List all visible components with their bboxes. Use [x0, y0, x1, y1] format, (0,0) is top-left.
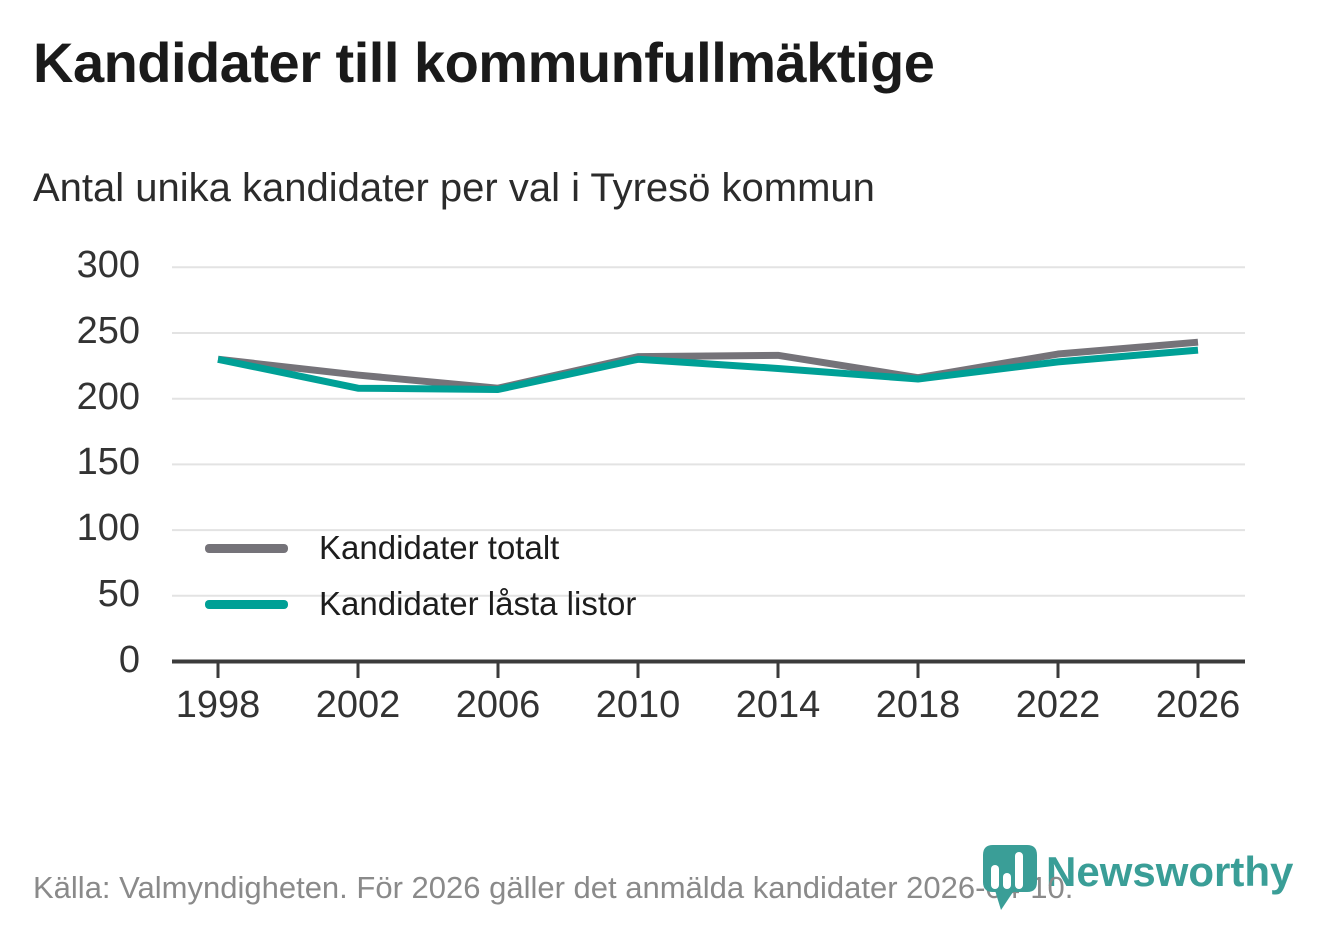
legend-label-lasta-listor: Kandidater låsta listor — [319, 585, 637, 622]
x-axis-label-2006: 2006 — [455, 684, 541, 726]
x-axis-label-2018: 2018 — [875, 684, 961, 726]
legend-swatch-lasta-listor — [205, 599, 288, 609]
x-axis-label-2014: 2014 — [735, 684, 821, 726]
y-axis-label-250: 250 — [76, 309, 140, 352]
source-note: Källa: Valmyndigheten. För 2026 gäller d… — [33, 870, 1074, 905]
legend-item-totalt: Kandidater totalt — [205, 520, 636, 576]
series-line-kandidater-totalt — [217, 338, 1199, 392]
y-axis-label-0: 0 — [118, 638, 140, 681]
chart-subtitle: Antal unika kandidater per val i Tyresö … — [33, 166, 875, 210]
chart-legend: Kandidater totalt Kandidater låsta listo… — [205, 520, 636, 632]
x-axis-label-2010: 2010 — [595, 684, 681, 726]
x-axis-label-2002: 2002 — [315, 684, 401, 726]
chart-title: Kandidater till kommunfullmäktige — [33, 31, 935, 94]
x-axis-label-2026: 2026 — [1155, 684, 1241, 726]
y-axis-label-200: 200 — [76, 375, 140, 418]
newsworthy-logo-icon — [983, 845, 1037, 910]
legend-item-lasta-listor: Kandidater låsta listor — [205, 576, 636, 632]
x-axis-label-2022: 2022 — [1015, 684, 1101, 726]
legend-label-totalt: Kandidater totalt — [319, 529, 560, 566]
y-axis-label-300: 300 — [76, 244, 140, 287]
x-axis-label-1998: 1998 — [175, 684, 261, 726]
series-line-kandidater-l-sta-listor — [217, 346, 1199, 394]
y-axis-label-100: 100 — [76, 506, 140, 549]
y-axis-label-50: 50 — [97, 572, 140, 615]
newsworthy-wordmark: Newsworthy — [1046, 848, 1294, 895]
y-axis-label-150: 150 — [76, 441, 140, 484]
legend-swatch-totalt — [205, 543, 288, 553]
